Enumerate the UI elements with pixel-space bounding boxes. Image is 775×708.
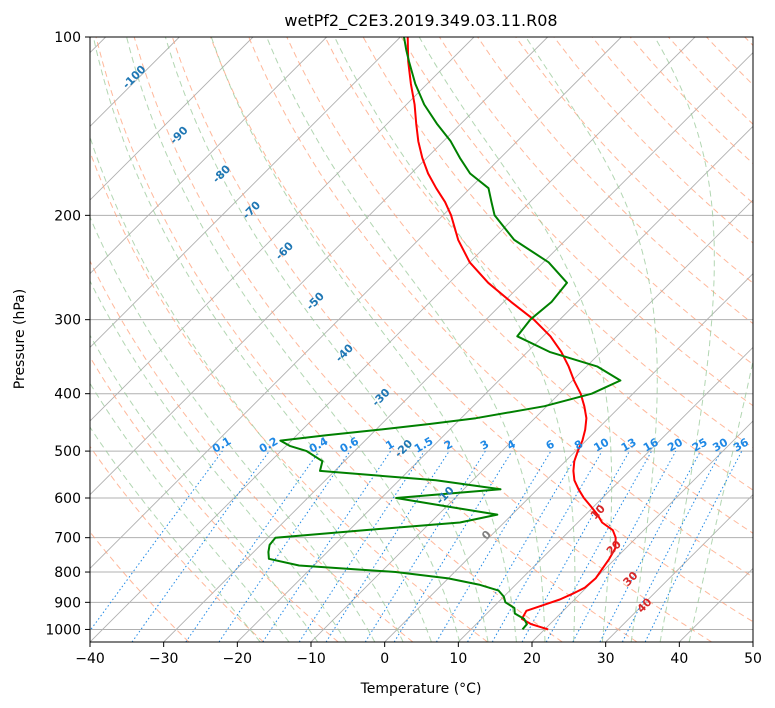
- y-axis-ticks: 100 200 300 400 500 600 700 800 900 1000: [45, 30, 90, 638]
- dry-adiabat-line: [515, 37, 753, 284]
- moist-adiabat-line: [688, 358, 753, 642]
- moist-adiabat-line: [525, 37, 658, 642]
- moist-adiabat-line: [418, 37, 613, 642]
- isotherm-line: [90, 37, 327, 275]
- y-tick-label: 1000: [45, 622, 81, 638]
- mixing-ratio-line: [545, 450, 653, 642]
- y-tick-label: 300: [54, 313, 81, 329]
- moist-adiabat-line: [90, 135, 404, 642]
- isotherm-line: [531, 420, 753, 642]
- isotherm-line: [90, 37, 696, 642]
- x-tick-label: 0: [380, 651, 389, 667]
- x-tick-label: −10: [296, 651, 326, 667]
- moist-adiabat-line: [90, 334, 319, 642]
- dry-adiabat-line: [248, 37, 753, 578]
- y-tick-label: 600: [54, 491, 81, 507]
- y-tick-label: 200: [54, 208, 81, 224]
- isotherm-line: [384, 273, 753, 642]
- moist-adiabat-line: [126, 37, 461, 642]
- dry-adiabat-line: [171, 37, 712, 642]
- x-tick-label: 50: [744, 651, 762, 667]
- mixing-ratio-line: [393, 450, 513, 642]
- y-tick-label: 100: [54, 30, 81, 46]
- isotherm-line: [90, 37, 475, 422]
- mixing-ratio-lines: [90, 450, 743, 642]
- isotherm-line: [605, 494, 753, 642]
- moist-adiabat-lines: [90, 37, 753, 642]
- moist-adiabat-line: [266, 37, 546, 642]
- mixing-ratio-line: [298, 450, 425, 642]
- dry-adiabat-line: [90, 259, 414, 642]
- dry-adiabat-line: [90, 356, 339, 642]
- x-axis-label: Temperature (°C): [360, 681, 482, 697]
- plot-frame: [89, 36, 754, 643]
- dewpoint-profile: [267, 37, 622, 631]
- x-tick-label: 10: [449, 651, 467, 667]
- x-tick-label: 20: [523, 651, 541, 667]
- dry-adiabat-line: [286, 37, 753, 534]
- dry-adiabat-line: [90, 445, 264, 642]
- mixing-ratio-line: [90, 450, 223, 632]
- mixing-ratio-line: [185, 450, 320, 642]
- mixing-ratio-line: [262, 450, 392, 642]
- y-tick-label: 800: [54, 565, 81, 581]
- y-axis-label: Pressure (hPa): [12, 289, 28, 389]
- isotherm-gridlines: [90, 37, 753, 642]
- isotherm-line: [163, 52, 753, 642]
- isotherm-line: [458, 346, 753, 642]
- y-tick-label: 500: [54, 444, 81, 460]
- x-tick-label: −30: [149, 651, 179, 667]
- moist-adiabat-line: [334, 37, 576, 642]
- y-tick-label: 400: [54, 387, 81, 403]
- mixing-ratio-line: [218, 450, 351, 642]
- isobar-gridlines: [90, 37, 753, 630]
- plot-area: 0.1 0.2 0.4 0.6 1 1.5 2 3 4 6 8 10 13 16 20 25 30 36-100-…: [90, 37, 753, 642]
- x-tick-label: 40: [670, 651, 688, 667]
- mixing-ratio-line: [131, 450, 270, 642]
- dry-adiabat-line: [210, 37, 753, 623]
- temperature-profile: [406, 37, 617, 631]
- moist-adiabat-line: [164, 37, 489, 642]
- mixing-ratio-line: [644, 450, 743, 642]
- moist-adiabat-line: [90, 426, 261, 642]
- chart-title: wetPf2_C2E3.2019.349.03.11.R08: [284, 11, 557, 31]
- moist-adiabat-line: [90, 215, 376, 642]
- isotherm-line: [90, 37, 401, 348]
- moist-adiabat-line: [654, 37, 715, 642]
- dry-adiabat-line: [324, 37, 753, 491]
- x-tick-label: 30: [597, 651, 615, 667]
- isotherm-line: [90, 37, 622, 569]
- x-tick-label: −20: [223, 651, 253, 667]
- mixing-ratio-line: [572, 450, 677, 642]
- sounding-profiles: [267, 37, 622, 631]
- y-tick-label: 700: [54, 531, 81, 547]
- x-tick-label: −40: [75, 651, 105, 667]
- isotherm-line: [237, 125, 753, 642]
- moist-adiabat-line: [90, 382, 290, 642]
- x-axis-ticks: −40 −30 −20 −10 0 10 20 30 40 50: [75, 642, 762, 667]
- mixing-ratio-line: [325, 450, 450, 642]
- mixing-ratio-line: [521, 450, 630, 642]
- moist-adiabat-line: [92, 37, 432, 642]
- isotherm-line: [90, 37, 254, 201]
- moist-adiabat-line: [210, 37, 517, 642]
- y-tick-label: 900: [54, 595, 81, 611]
